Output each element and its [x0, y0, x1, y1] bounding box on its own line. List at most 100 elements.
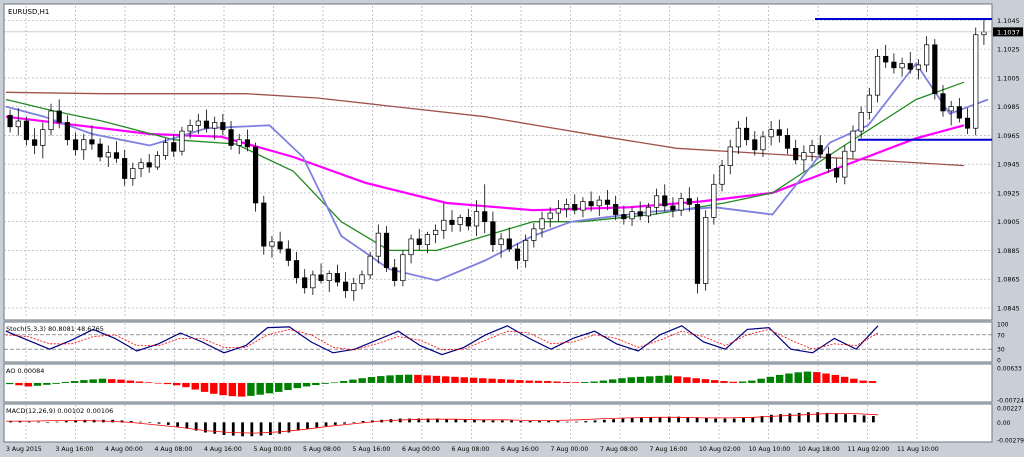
bear-candle-body: [883, 55, 889, 63]
macd-bar: [426, 418, 430, 423]
ao-bar: [711, 380, 719, 383]
macd-bar: [834, 413, 838, 423]
bull-candle-body: [310, 274, 316, 289]
candle: [531, 223, 537, 248]
bear-candle-body: [32, 139, 38, 146]
bear-candle-body: [244, 139, 251, 148]
bear-candle-body: [465, 217, 471, 227]
horizontal-levels[interactable]: [815, 17, 992, 141]
bear-candle-body: [392, 267, 398, 281]
macd-tick-label: -0.00279: [997, 438, 1024, 445]
candle: [506, 227, 512, 252]
ao-bar: [859, 380, 867, 383]
macd-bar: [176, 422, 180, 427]
bull-candle-body: [915, 64, 922, 70]
candle: [130, 162, 136, 186]
awesome-oscillator-pane[interactable]: [3, 363, 993, 403]
stoch-tick-label: 0: [997, 358, 1001, 365]
bear-candle-body: [97, 143, 103, 158]
ao-bar: [636, 376, 645, 383]
bear-candle-body: [891, 61, 897, 69]
stochastic-lines: [5, 325, 879, 356]
candle: [915, 59, 922, 80]
bull-candle-body: [539, 218, 545, 230]
candle: [572, 194, 578, 215]
macd-bar: [704, 417, 708, 423]
candle: [801, 145, 807, 172]
macd-bar: [602, 419, 606, 423]
ao-bar: [89, 379, 97, 383]
bear-candle-body: [416, 238, 422, 246]
ao-bar: [794, 372, 802, 383]
candle: [490, 211, 496, 252]
stochastic-pane[interactable]: [3, 321, 993, 363]
ao-bar: [627, 377, 635, 383]
bull-candle-body: [138, 162, 144, 169]
ao-bar: [497, 379, 506, 383]
bull-candle-body: [580, 201, 586, 211]
stoch-tick-label: 30: [997, 347, 1005, 354]
time-tick-label: 10 Aug 02:00: [699, 446, 741, 453]
bull-candle-body: [433, 229, 439, 235]
candle: [236, 133, 242, 155]
candle: [138, 158, 144, 178]
candle: [220, 113, 226, 136]
candle: [23, 116, 30, 146]
stoch-signal-line: [5, 328, 879, 351]
bull-candle-body: [359, 274, 365, 284]
candle: [670, 197, 676, 218]
candle: [596, 195, 602, 216]
candle: [817, 135, 823, 159]
bear-candle-body: [776, 129, 782, 136]
macd-bar: [398, 418, 402, 423]
ao-bar: [321, 382, 329, 384]
macd-bar: [268, 422, 272, 436]
macd-bar: [538, 421, 541, 423]
bear-candle-body: [686, 198, 692, 205]
candle: [842, 145, 848, 185]
candle: [154, 151, 160, 170]
macd-bar: [528, 421, 532, 423]
ao-bar: [228, 382, 237, 397]
bear-candle-body: [302, 277, 308, 289]
macd-bar: [853, 414, 857, 423]
macd-bar: [769, 414, 773, 423]
ao-bar: [748, 380, 756, 383]
macd-bar: [807, 412, 810, 423]
time-tick-label: 10 Aug 10:00: [749, 446, 791, 453]
ao-bar: [284, 382, 292, 391]
bull-candle-body: [179, 130, 185, 152]
ao-bar: [803, 371, 812, 383]
ao-bar: [126, 380, 135, 383]
candle: [179, 126, 185, 156]
bull-candle-body: [523, 240, 529, 261]
candle: [891, 53, 897, 74]
macd-bar: [74, 420, 77, 423]
macd-bar: [296, 422, 300, 431]
macd-pane[interactable]: [3, 403, 993, 443]
ao-bar: [432, 375, 441, 383]
ma-medium-line: [5, 115, 965, 212]
ao-bar: [608, 379, 617, 383]
macd-bar: [352, 422, 356, 423]
candle: [375, 224, 381, 264]
bear-candle-body: [171, 142, 177, 152]
ao-bar: [840, 376, 849, 383]
macd-signal-line: [6, 413, 879, 434]
ao-tick-label: -0.00724: [997, 398, 1024, 405]
candle: [932, 39, 938, 100]
macd-bar: [213, 422, 217, 434]
macd-bar: [454, 419, 458, 423]
candle: [637, 201, 643, 221]
bull-candle-body: [727, 146, 733, 166]
price-tick-label: 1.0845: [997, 304, 1020, 312]
candle: [449, 210, 455, 232]
macd-bar: [751, 417, 755, 423]
bear-candle-body: [23, 120, 30, 141]
macd-bar: [241, 422, 244, 437]
candle: [588, 191, 594, 212]
bull-candle-body: [629, 211, 635, 220]
price-tick-label: 1.0945: [997, 161, 1020, 169]
candle: [64, 115, 70, 146]
ao-bar: [720, 381, 728, 383]
